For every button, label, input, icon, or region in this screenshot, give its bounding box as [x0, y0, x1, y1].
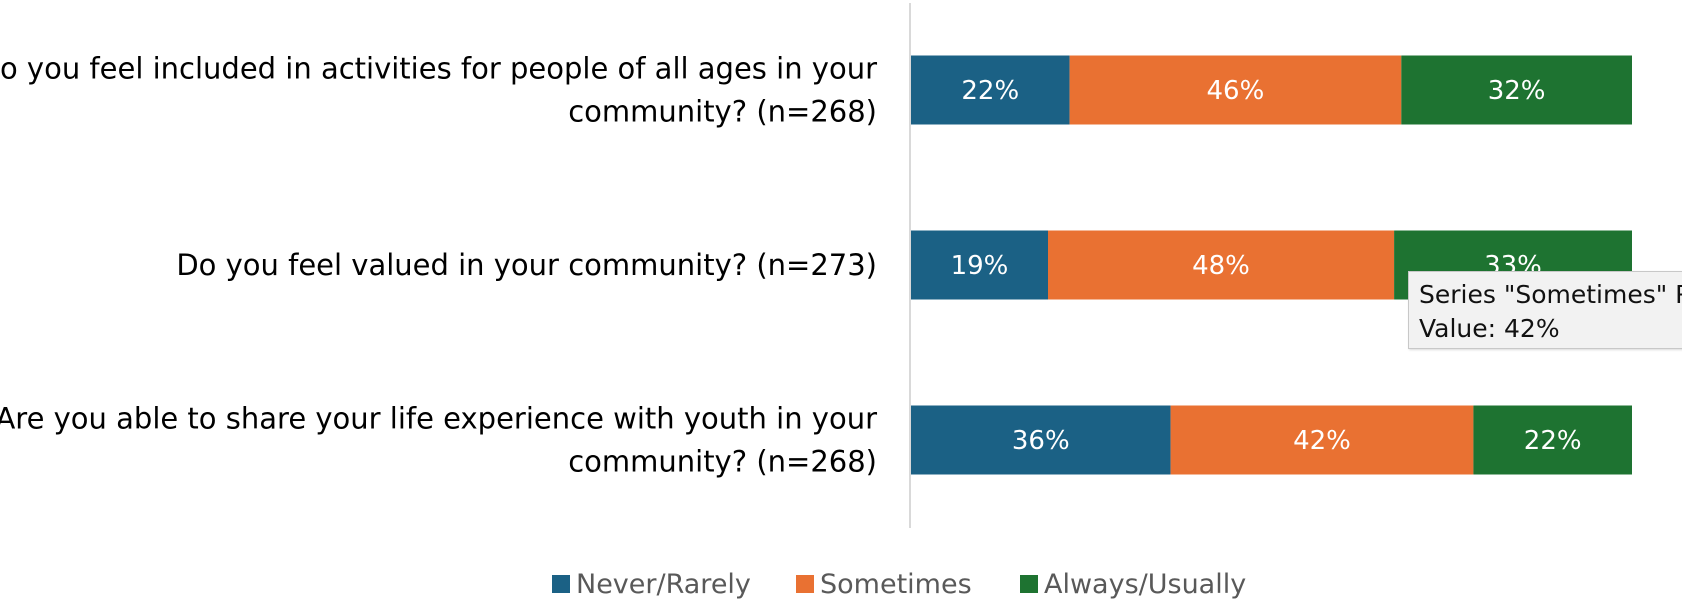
- legend-label: Sometimes: [820, 569, 972, 600]
- data-label: 32%: [1488, 76, 1546, 106]
- legend-label: Never/Rarely: [576, 569, 751, 600]
- bar-segment[interactable]: [1069, 55, 1402, 125]
- category-label-2: Do you feel valued in your community? (n…: [176, 248, 877, 282]
- bar-segment[interactable]: [1473, 405, 1632, 475]
- category-label-line: Do you feel valued in your community? (n…: [176, 248, 877, 282]
- category-label-1: Do you feel included in activities for p…: [0, 52, 877, 129]
- legend-label: Always/Usually: [1044, 569, 1246, 600]
- legend-swatch: [1020, 575, 1038, 593]
- data-label: 36%: [1012, 426, 1070, 456]
- legend-swatch: [552, 575, 570, 593]
- category-label-line: community? (n=268): [568, 445, 877, 479]
- tooltip-value-line: Value: 42%: [1419, 314, 1560, 343]
- bar-segment[interactable]: [1170, 405, 1474, 475]
- data-label: 46%: [1207, 76, 1265, 106]
- data-label: 42%: [1293, 426, 1351, 456]
- bar-segment[interactable]: [1401, 55, 1632, 125]
- data-label: 48%: [1192, 251, 1250, 281]
- tooltip-series-line: Series "Sometimes" P: [1419, 280, 1682, 309]
- bar-segment[interactable]: [911, 230, 1048, 300]
- data-label: 22%: [1524, 426, 1582, 456]
- series-tooltip: Series "Sometimes" P Value: 42%: [1408, 271, 1682, 349]
- bar-segment[interactable]: [911, 55, 1070, 125]
- data-label: 22%: [961, 76, 1019, 106]
- bar-segment[interactable]: [911, 405, 1171, 475]
- legend-swatch: [796, 575, 814, 593]
- bar-segment[interactable]: [1048, 230, 1395, 300]
- data-label: 19%: [951, 251, 1009, 281]
- category-label-line: Are you able to share your life experien…: [0, 402, 877, 436]
- category-label-line: Do you feel included in activities for p…: [0, 52, 877, 86]
- category-label-3: Are you able to share your life experien…: [0, 402, 877, 479]
- category-label-line: community? (n=268): [568, 95, 877, 129]
